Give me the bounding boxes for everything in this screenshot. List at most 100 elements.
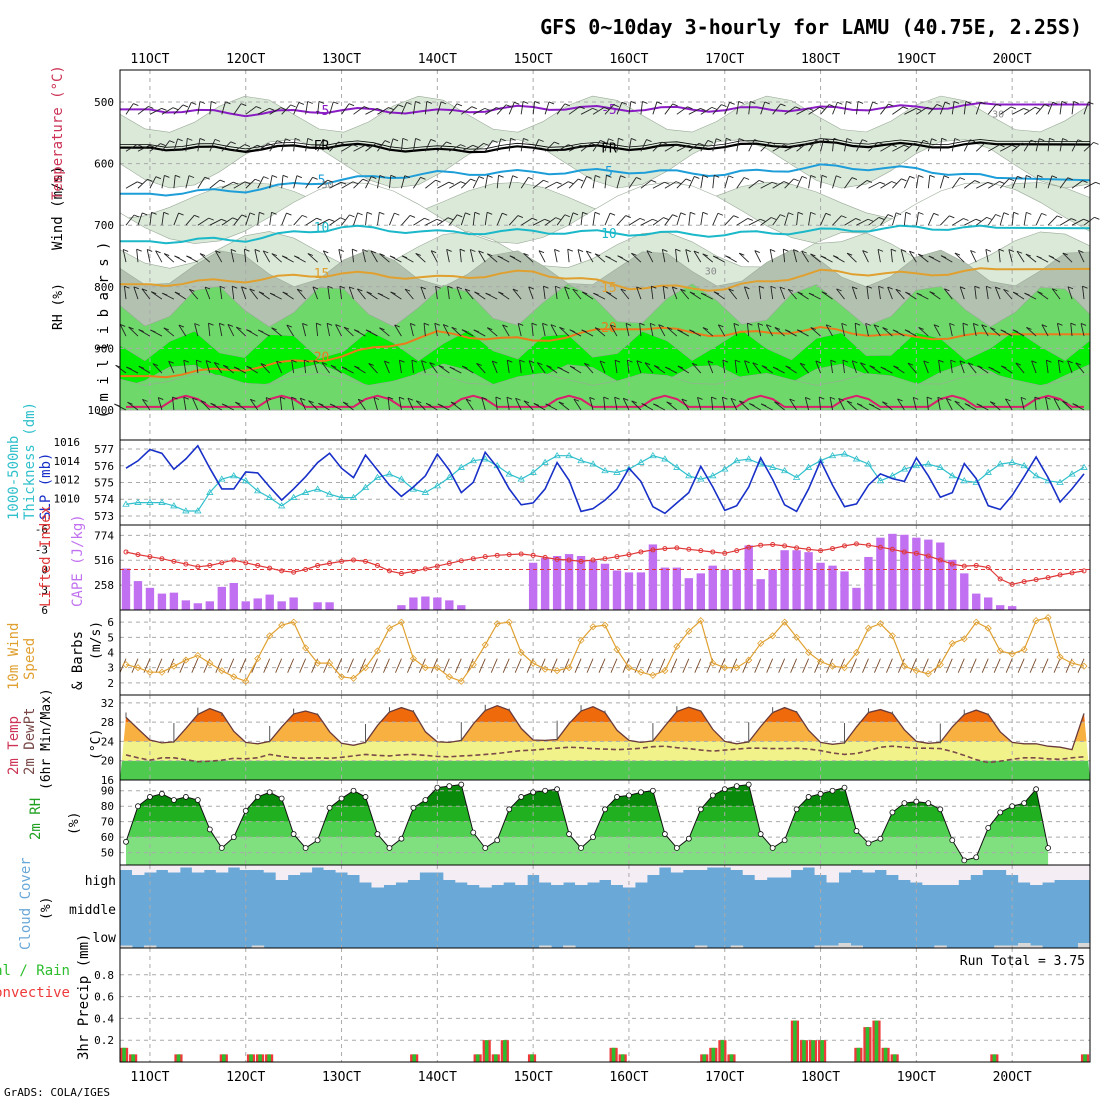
wind-barb-flag [1012, 291, 1019, 295]
rh2m-point [362, 794, 369, 800]
wind-barb [999, 144, 1012, 152]
wind-barb [447, 286, 450, 300]
precip-convective-bar [865, 1027, 870, 1062]
wind-barb [508, 138, 512, 152]
wind-barb [964, 218, 977, 226]
high-cloud-gap [1006, 865, 1019, 875]
wind-barb [939, 138, 943, 152]
high-cloud-gap [551, 865, 564, 885]
temperature-contour-label: 15 [601, 281, 617, 296]
wind-barb-flag [568, 144, 574, 148]
wind-barb-flag [909, 175, 915, 179]
wind-barb-flag [882, 327, 888, 330]
wind-speed-point [948, 639, 956, 647]
lifted-index-point [327, 560, 333, 566]
wind-barb [572, 288, 582, 300]
wind-barb-flag [349, 214, 355, 218]
wind-barb-flag [343, 401, 349, 405]
wind-barb-flag [860, 362, 866, 366]
wind-barb-flag [1094, 216, 1100, 220]
cape-bar [936, 542, 945, 610]
wind-barb [269, 107, 282, 115]
cape-tick-label: 258 [94, 579, 114, 592]
wind-barb-flag [819, 396, 825, 400]
wind-barb [476, 363, 486, 374]
wind-barb [389, 212, 395, 226]
wind-barb [185, 215, 195, 226]
wind-barb-flag [155, 250, 161, 254]
rh2m-point [889, 809, 896, 816]
upper-temperature-label: Temperature (°C) [50, 65, 66, 200]
wind-barb-flag [783, 144, 790, 148]
precip-convective-bar [503, 1040, 507, 1062]
rh2m-point [458, 781, 465, 788]
wind-barb-flag [644, 362, 651, 366]
temp-tick-label: 24 [101, 735, 115, 748]
wind-barb-flag [589, 397, 595, 400]
wind-barb [758, 286, 762, 300]
wind-barb [1056, 323, 1061, 337]
wind-barb-flag [510, 137, 516, 141]
wind-barb-flag [734, 359, 741, 363]
slp-tick-label: 1010 [54, 492, 81, 505]
wind-speed-point [373, 647, 382, 655]
wind-barb-flag [246, 365, 252, 369]
wind-barb [544, 141, 555, 152]
wind-barb [760, 181, 773, 189]
wind-barb-flag [846, 252, 853, 256]
cape-bar [409, 597, 418, 610]
wind-barb-flag [760, 218, 766, 222]
wind-barb [1083, 101, 1089, 115]
high-cloud-gap [203, 865, 217, 870]
wind-barb-flag [806, 142, 812, 146]
wind-barb-flag [584, 362, 590, 366]
wind-barb-flag [411, 359, 418, 363]
high-cloud-gap [982, 865, 995, 870]
wind-barb [927, 213, 935, 226]
wind-barb [754, 250, 762, 263]
low-cloud-bar [539, 945, 552, 948]
wind-barb-flag [902, 106, 909, 110]
wind-barb-flag [783, 181, 789, 184]
rh2m-point [733, 783, 740, 789]
high-cloud-gap [802, 865, 816, 868]
thickness-point [613, 468, 621, 475]
wind-speed-point [709, 659, 717, 667]
wind-barb [407, 398, 414, 411]
wind-barb [772, 181, 785, 189]
rh2m-tick-label: 90 [101, 785, 114, 798]
wind-barb [568, 144, 581, 152]
wind-barb [460, 212, 466, 226]
temp-band [120, 722, 1090, 742]
wind-barb [722, 360, 726, 374]
wind-barb [846, 400, 857, 411]
wind-barb-flag [928, 255, 934, 259]
wind-speed-point [972, 618, 980, 626]
temperature-contour-5 [120, 163, 1091, 197]
surface-wind-barb [478, 658, 486, 673]
wind-barb [556, 214, 566, 226]
wind-barb [137, 106, 149, 115]
rh2m-point [182, 794, 189, 800]
wind-barb-flag [204, 286, 211, 290]
wind-barb-flag [505, 104, 512, 108]
wind-barb-flag [559, 326, 565, 330]
wind-barb-flag [462, 365, 468, 369]
wind-barb-flag [241, 286, 247, 290]
wind-barb-flag [1013, 211, 1019, 215]
wind-barb-flag [313, 360, 319, 364]
wind-barb [485, 107, 497, 115]
wind-barb-flag [950, 359, 956, 363]
wind-barb [281, 175, 284, 189]
wind-barb [546, 365, 558, 374]
wind-barb [821, 291, 833, 300]
wind-barb [903, 212, 907, 226]
high-cloud-gap [131, 865, 145, 875]
wind-barb [746, 323, 750, 337]
wind-barb [927, 175, 931, 189]
wind-barb [161, 175, 165, 189]
wind-barb [271, 253, 282, 263]
wind-barb-flag [1011, 144, 1017, 148]
wind-barb-flag [725, 137, 732, 141]
wind-barb-flag [594, 211, 601, 215]
